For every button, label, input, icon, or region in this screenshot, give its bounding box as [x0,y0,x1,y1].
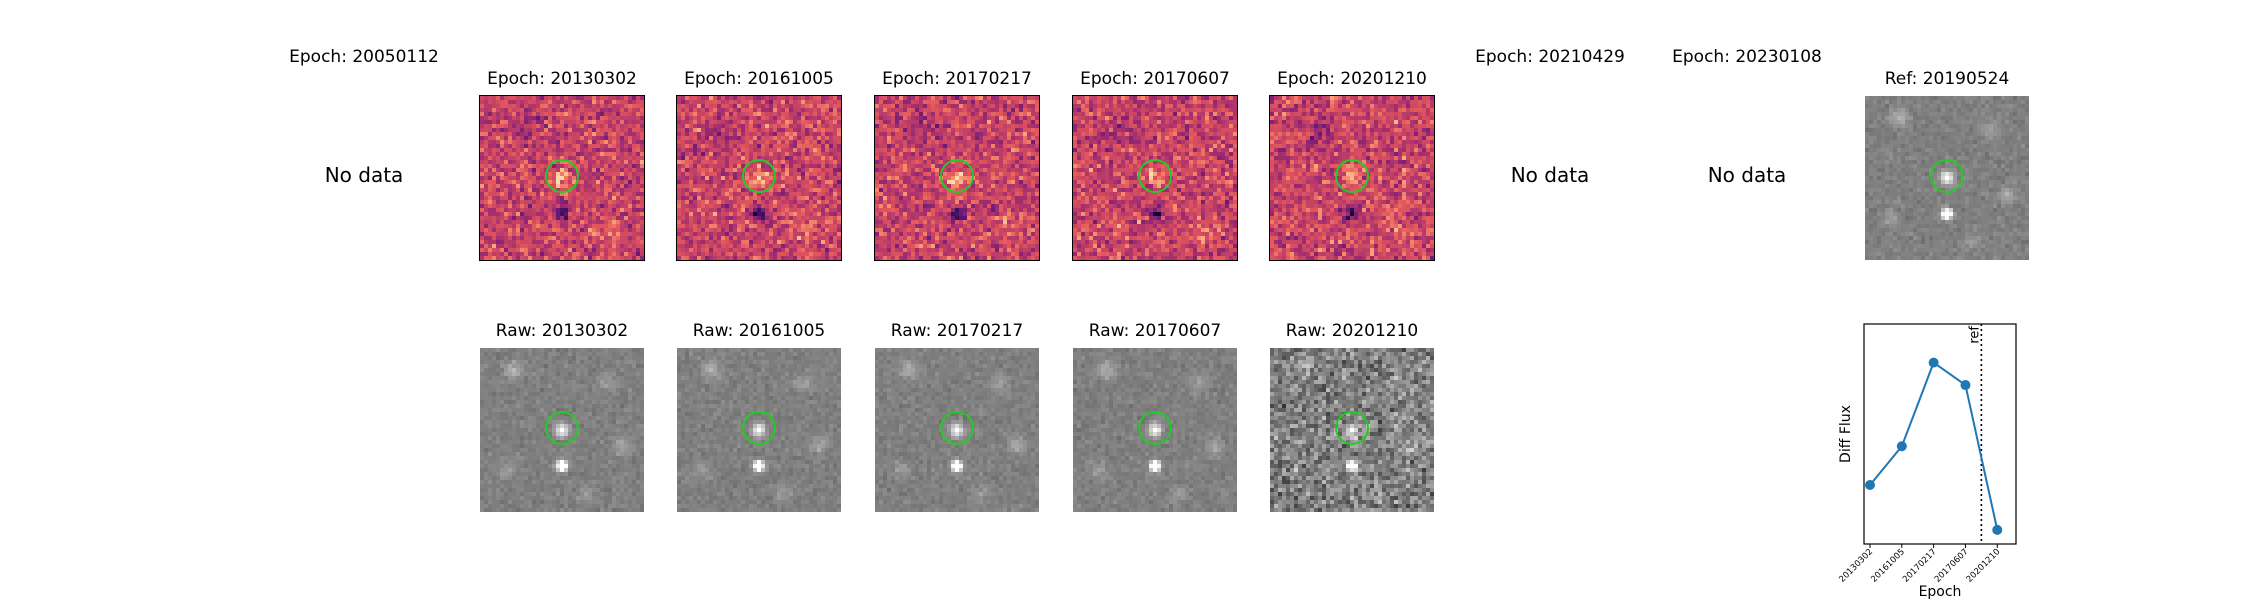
target-circle [940,159,974,193]
diff-title-0: Epoch: 20050112 [289,47,439,67]
target-circle [1335,411,1369,445]
pixel-image [875,348,1039,512]
diff-title-3: Epoch: 20170217 [882,69,1032,89]
target-circle [545,411,579,445]
target-circle [1930,159,1964,193]
pixel-image [480,96,644,260]
raw-image-panel-5 [1270,348,1434,512]
series-line [1869,361,1999,531]
ref-line-label: ref [1967,326,1982,344]
target-circle [940,411,974,445]
diff-title-4: Epoch: 20170607 [1080,69,1230,89]
target-circle [1138,159,1172,193]
x-tick-label: 20201210 [1965,547,2003,585]
raw-image-panel-2 [677,348,841,512]
data-point [1896,441,1907,452]
raw-title-4: Raw: 20170607 [1088,321,1222,341]
pixel-image [1073,348,1237,512]
diff-title-7: Epoch: 20230108 [1672,47,1822,67]
raw-title-3: Raw: 20170217 [890,321,1024,341]
target-circle [545,159,579,193]
diff-image-panel-3 [874,95,1040,261]
diff-title-2: Epoch: 20161005 [684,69,834,89]
pixel-image [1270,96,1434,260]
target-circle [742,411,776,445]
target-circle [742,159,776,193]
data-point [1865,480,1875,490]
x-axis-label: Epoch [1919,584,1962,600]
raw-title-2: Raw: 20161005 [692,321,826,341]
diff-title-6: Epoch: 20210429 [1475,47,1625,67]
raw-image-panel-3 [875,348,1039,512]
pixel-image [1865,96,2029,260]
pixel-image [1073,96,1237,260]
raw-title-5: Raw: 20201210 [1285,321,1419,341]
raw-title-1: Raw: 20130302 [495,321,629,341]
pixel-image [677,96,841,260]
pixel-image [1270,348,1434,512]
light-curve-chart: Diff Flux Epoch ref201303022016100520170… [1837,323,2017,600]
diff-image-panel-5 [1269,95,1435,261]
pixel-image [875,96,1039,260]
y-axis-label: Diff Flux [1838,405,1854,463]
diff-image-panel-2 [676,95,842,261]
plot-frame [1863,323,2017,545]
raw-image-panel-4 [1073,348,1237,512]
diff-title-5: Epoch: 20201210 [1277,69,1427,89]
ref-image-panel [1865,96,2029,260]
data-point [1928,357,1939,368]
ref-title: Ref: 20190524 [1884,69,2010,89]
target-circle [1335,159,1369,193]
diff-image-panel-4 [1072,95,1238,261]
target-circle [1138,411,1172,445]
diff-image-panel-1 [479,95,645,261]
no-data-label-6: No data [1510,163,1590,187]
raw-image-panel-1 [480,348,644,512]
pixel-image [480,348,644,512]
pixel-image [677,348,841,512]
data-point [1992,524,2003,535]
no-data-label-0: No data [324,163,404,187]
diff-title-1: Epoch: 20130302 [487,69,637,89]
data-point [1960,380,1971,391]
no-data-label-7: No data [1707,163,1787,187]
